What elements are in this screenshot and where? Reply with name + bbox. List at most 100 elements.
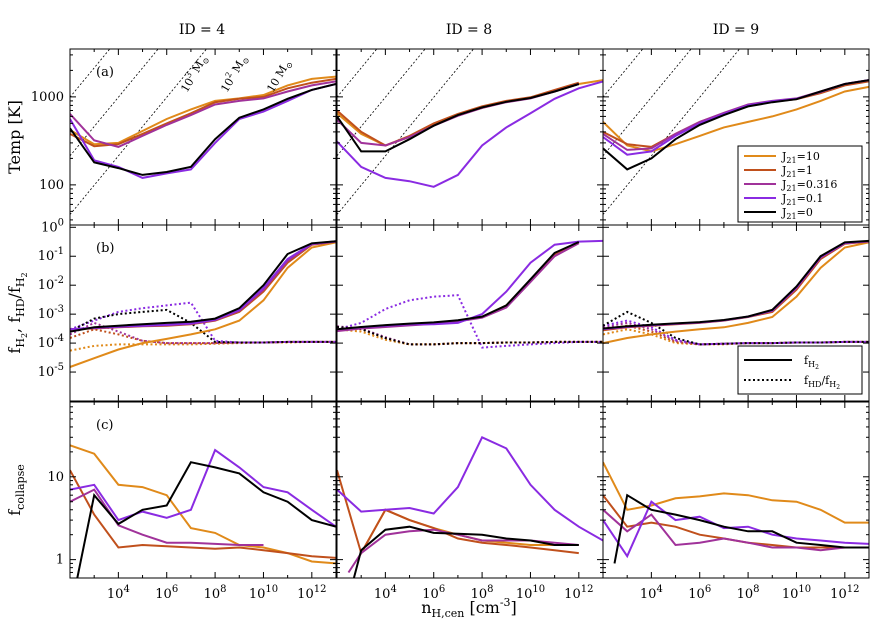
jeans-line [603, 49, 741, 216]
series-J10 [70, 444, 336, 565]
x-tick-label: 1010 [516, 584, 545, 602]
panel-fcol-col2: 104 106 108 1010 1012 [336, 401, 604, 602]
y-tick-label: 1 [56, 553, 64, 568]
series-J1 [603, 80, 869, 148]
series-J01 [70, 448, 336, 528]
x-tick-label: 108 [471, 584, 494, 602]
x-tick-label: 108 [204, 584, 227, 602]
jeans-mass-label: 103 M⊙ [177, 52, 212, 96]
series-J1 [70, 77, 336, 148]
x-tick-label: 106 [688, 584, 711, 602]
jeans-mass-label: 102 M⊙ [217, 52, 252, 96]
legend-label-J01: J21=0.1 [781, 192, 823, 207]
series-hd-J0 [337, 326, 603, 346]
panel-temp-col2 [336, 48, 604, 226]
legend-label-J10: J21=10 [781, 150, 820, 165]
legend-label-J0316: J21=0.316 [781, 178, 837, 193]
series-J0 [337, 241, 580, 331]
series-J0316 [70, 80, 336, 148]
legend-label-solid: fH2 [804, 354, 819, 371]
x-tick-label: 1010 [249, 584, 278, 602]
series-J0 [613, 493, 869, 564]
series-J10 [603, 241, 869, 345]
series-J0316 [347, 528, 579, 574]
series-J01 [337, 80, 603, 188]
y-tick-label: 100 [41, 217, 64, 235]
series-J1 [337, 242, 580, 332]
legend-label-dotted: fHD/fH2 [804, 374, 840, 391]
series-J0 [352, 525, 579, 578]
panel-frac-col1: (b) [69, 224, 337, 402]
y-tick-label: 10-5 [38, 362, 64, 380]
x-tick-label: 104 [374, 584, 397, 602]
series-J10 [603, 461, 869, 524]
panel-frame [602, 224, 870, 402]
legend-label-J0: J21=0 [781, 206, 813, 221]
y-axis-label-fcollapse: fcollapse [5, 464, 27, 516]
x-tick-label: 1012 [564, 584, 593, 602]
y-axis-label-temp: Temp [K] [5, 100, 24, 174]
series-J0 [70, 240, 336, 333]
jeans-line [337, 49, 475, 216]
panel-label-temp: (a) [96, 65, 114, 80]
column-title-id4: ID = 4 [179, 22, 225, 38]
legend-label-J1: J21=1 [781, 164, 813, 179]
series-hd-J0 [70, 308, 336, 344]
x-tick-label: 1012 [297, 584, 326, 602]
jeans-mass-label: 10 M⊙ [264, 57, 295, 95]
y-tick-label: 100 [39, 178, 64, 193]
panel-frac-col3 [602, 224, 870, 402]
series-J10 [337, 241, 580, 331]
series-J1 [70, 469, 336, 559]
series-J10 [70, 75, 336, 146]
x-tick-label: 104 [640, 584, 663, 602]
series-J0316 [337, 242, 580, 333]
x-tick-label: 106 [155, 584, 178, 602]
panel-frame [602, 401, 870, 579]
series-hd-J10 [337, 328, 603, 346]
series-J10 [603, 85, 869, 153]
jeans-line [70, 49, 159, 157]
panel-frac-col2 [336, 224, 604, 402]
series-J0316 [70, 488, 264, 546]
series-J01 [70, 83, 336, 179]
series-hd-J0 [603, 310, 869, 346]
x-tick-label: 106 [422, 584, 445, 602]
x-tick-label: 104 [107, 584, 130, 602]
column-title-id8: ID = 8 [446, 22, 492, 38]
series-hd-J1 [70, 328, 336, 345]
y-tick-label: 1000 [31, 90, 64, 105]
legend-fraction: fH2 fHD/fH2 [737, 345, 863, 395]
series-hd-J01 [337, 294, 603, 349]
series-J0 [603, 79, 869, 171]
panel-fcol-col3: 104 106 108 1010 1012 [602, 401, 870, 602]
panel-label-frac: (b) [96, 241, 114, 256]
plot-grid: (a)(b)(c)104 106 108 1010 1012 104 106 108 1010 1… [69, 48, 870, 602]
y-axis-label-frac: fH2, fHD/fH2 [5, 272, 29, 353]
series-J10 [360, 508, 579, 554]
y-tick-label: 10-1 [38, 246, 64, 264]
series-J0 [76, 461, 336, 578]
column-title-id9: ID = 9 [713, 22, 759, 38]
panel-label-fcol: (c) [96, 418, 113, 433]
jeans-line [603, 49, 644, 98]
column-titles: ID = 4 ID = 8 ID = 9 [179, 22, 759, 38]
jeans-line [337, 49, 378, 98]
series-J1 [603, 240, 869, 332]
panel-frame [336, 48, 604, 226]
x-tick-label: 108 [737, 584, 760, 602]
x-tick-label: 1010 [782, 584, 811, 602]
panel-frame [69, 224, 337, 402]
panel-temp-col1: (a) [69, 48, 337, 226]
jeans-line [70, 49, 111, 98]
x-axis-label: nH,cen [cm-3] [421, 596, 517, 620]
jeans-line [337, 49, 426, 157]
jeans-line [603, 49, 692, 157]
y-tick-label: 10-2 [38, 275, 64, 293]
jeans-line [70, 49, 208, 216]
series-J01 [337, 435, 603, 542]
panel-fcol-col1: (c) 104 106 108 1010 1012 [69, 401, 337, 602]
